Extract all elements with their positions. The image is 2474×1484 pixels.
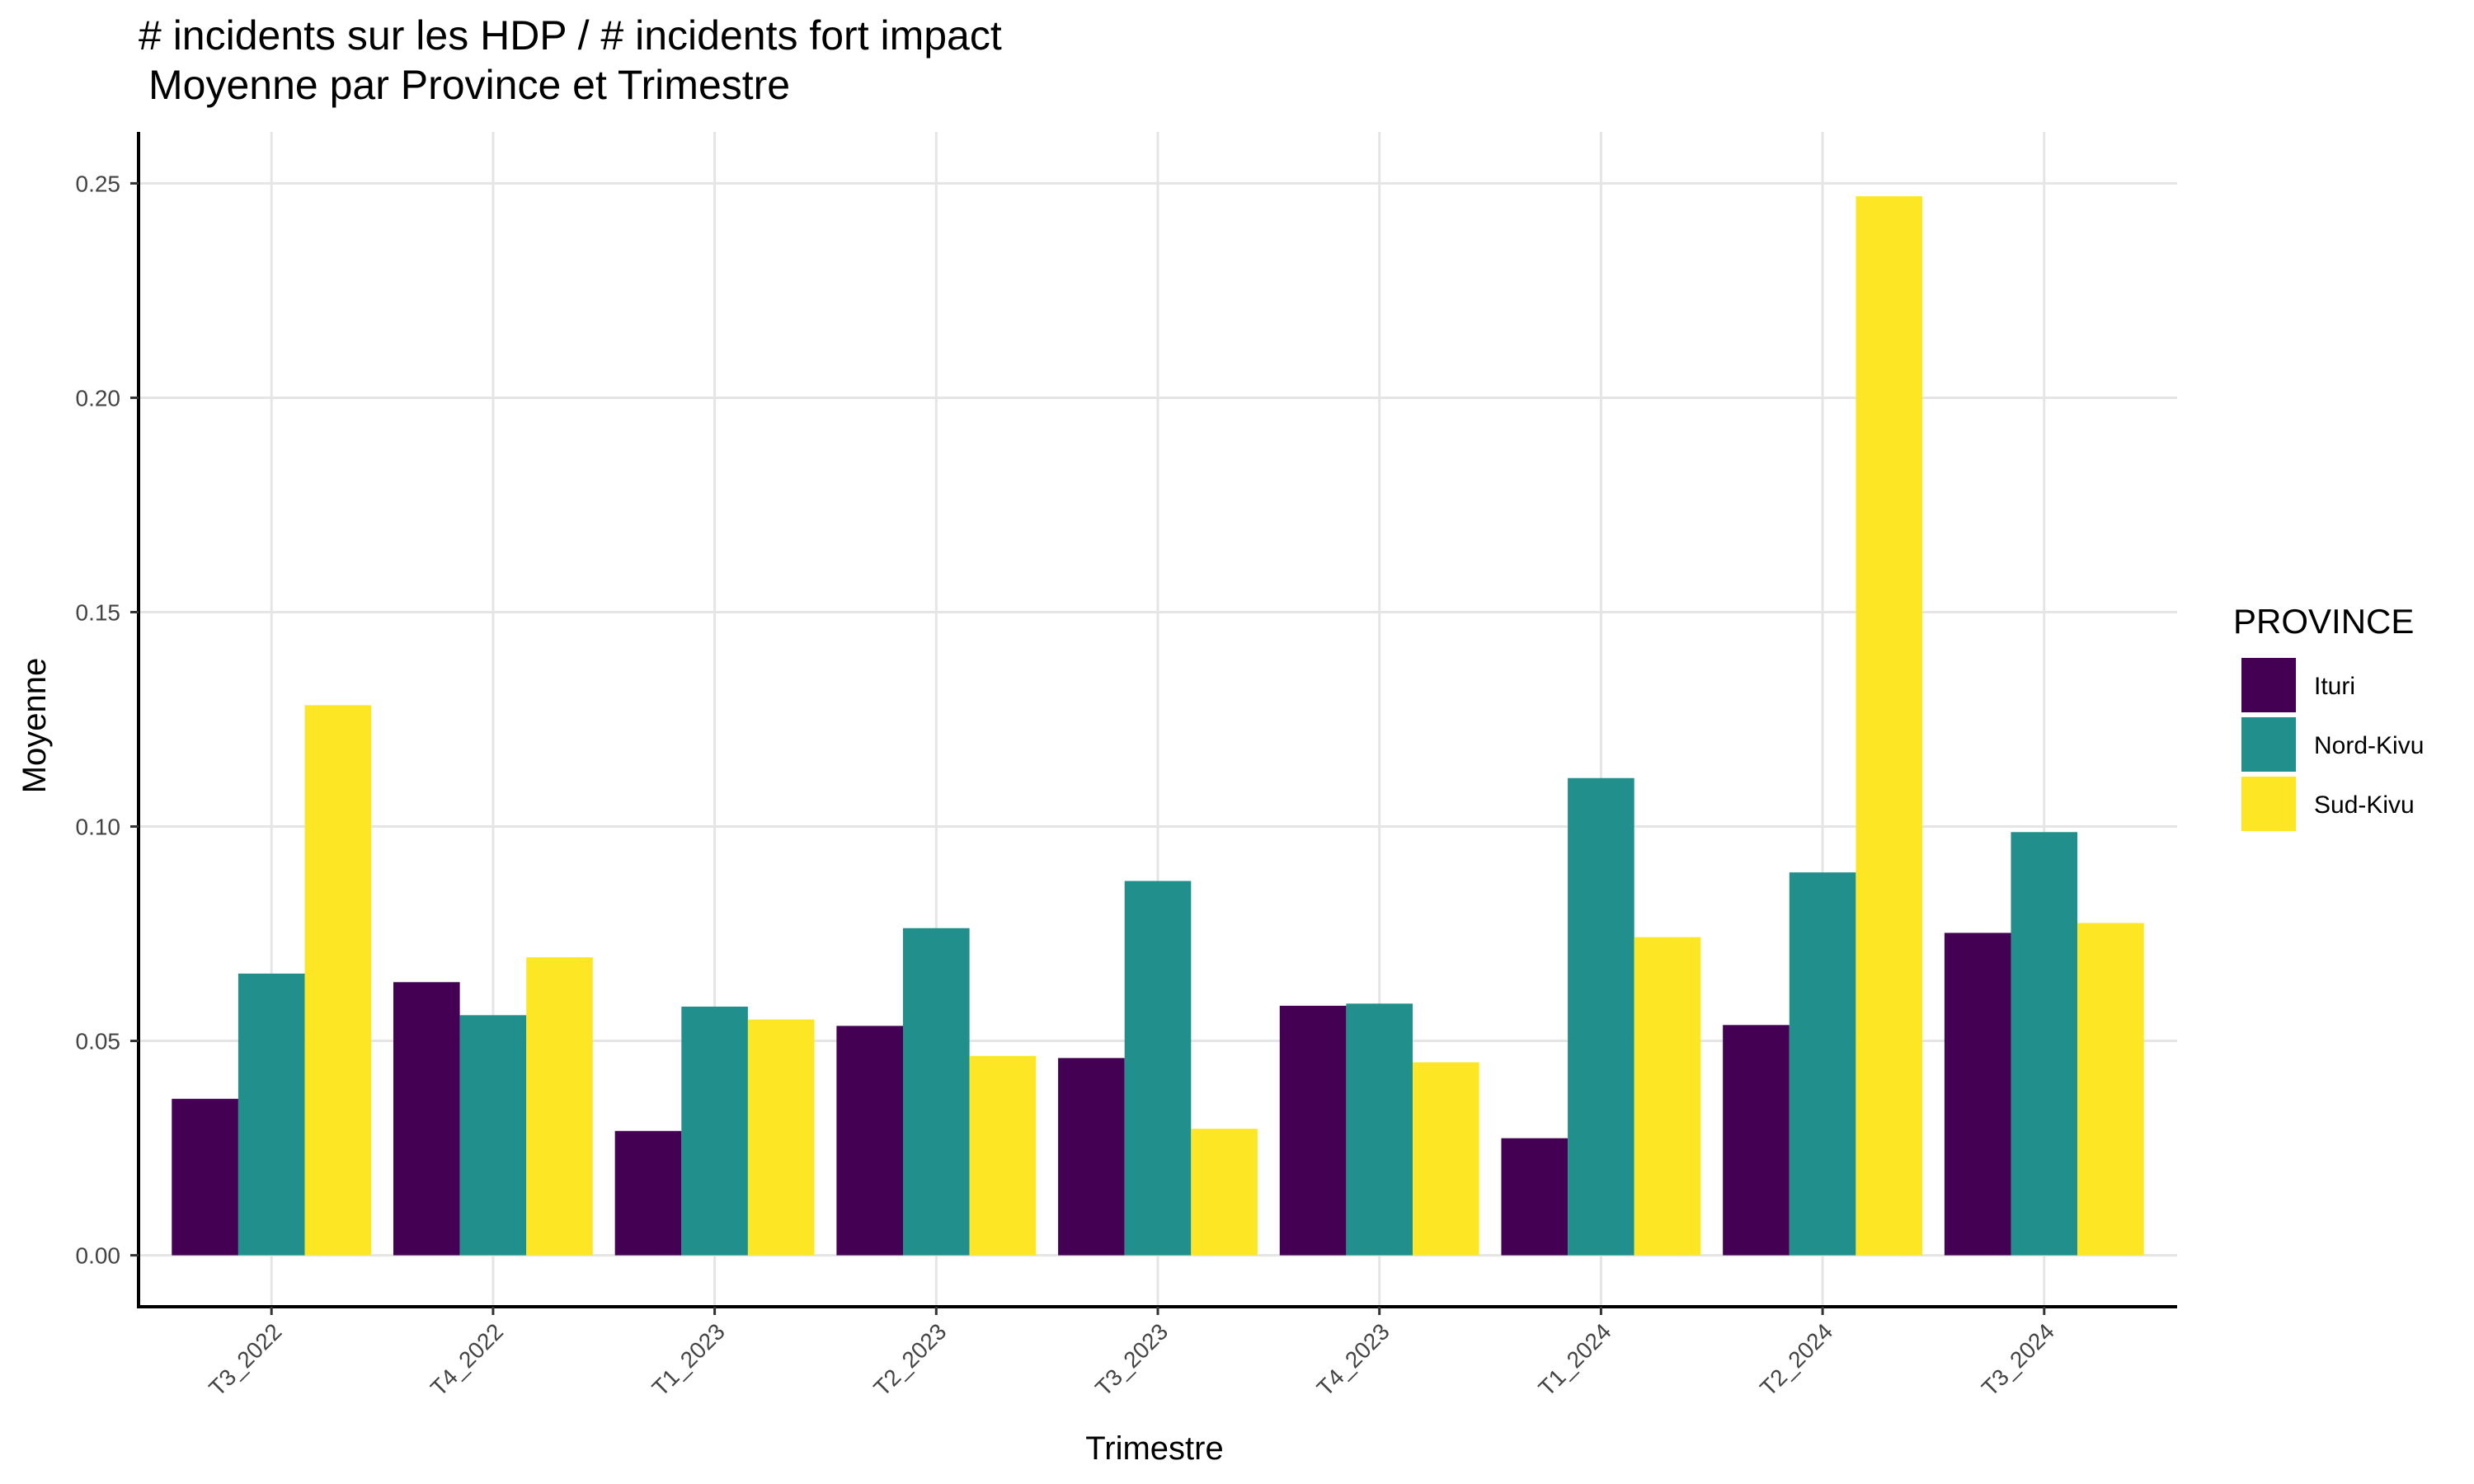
x-tick-label-7: T2_2024: [1755, 1318, 1837, 1401]
x-tick-label-2: T1_2023: [647, 1318, 730, 1401]
legend-swatch-sud-kivu: [2241, 777, 2296, 831]
bar-ituri-t3_2023: [1058, 1058, 1125, 1256]
bar-nord-kivu-t3_2023: [1124, 881, 1192, 1256]
legend-label-sud-kivu: Sud-Kivu: [2314, 791, 2415, 819]
bar-nord-kivu-t3_2022: [238, 973, 305, 1256]
bar-ituri-t4_2022: [393, 982, 460, 1256]
bar-ituri-t1_2023: [614, 1130, 682, 1256]
bar-nord-kivu-t2_2024: [1789, 872, 1856, 1256]
x-tick-labels: T3_2022 T4_2022 T1_2023 T2_2023 T3_2023 T4_20…: [204, 1318, 2059, 1401]
bars: [172, 196, 2144, 1256]
x-tick-label-6: T1_2024: [1534, 1318, 1616, 1401]
x-tick-label-0: T3_2022: [204, 1318, 286, 1401]
bar-ituri-t4_2023: [1279, 1005, 1347, 1256]
legend-swatch-nord-kivu: [2241, 717, 2296, 772]
bar-sud-kivu-t4_2022: [526, 957, 593, 1256]
y-axis-title: Moyenne: [16, 658, 53, 794]
x-axis-title: Trimestre: [1085, 1430, 1223, 1467]
legend-swatch-ituri: [2241, 658, 2296, 712]
legend-title: PROVINCE: [2233, 602, 2414, 641]
bar-sud-kivu-t3_2024: [2077, 923, 2144, 1256]
y-tick-label-3: 0.15: [76, 599, 121, 625]
bar-sud-kivu-t4_2023: [1413, 1062, 1479, 1256]
y-tick-label-5: 0.25: [76, 171, 121, 196]
chart-title-line1: # incidents sur les HDP / # incidents fo…: [139, 12, 1002, 59]
bar-nord-kivu-t1_2023: [681, 1006, 748, 1256]
axes: [130, 132, 2177, 1315]
bar-ituri-t2_2024: [1723, 1025, 1790, 1256]
x-tick-label-8: T3_2024: [1977, 1318, 2059, 1401]
x-tick-label-5: T4_2023: [1312, 1318, 1395, 1401]
bar-ituri-t1_2024: [1501, 1138, 1569, 1256]
bar-ituri-t2_2023: [836, 1026, 903, 1256]
bar-ituri-t3_2022: [172, 1098, 238, 1256]
x-tick-label-1: T4_2022: [426, 1318, 508, 1401]
legend-label-nord-kivu: Nord-Kivu: [2314, 732, 2424, 759]
chart-title-line2: Moyenne par Province et Trimestre: [148, 62, 790, 108]
y-tick-label-4: 0.20: [76, 385, 121, 411]
y-tick-labels: 0.00 0.05 0.10 0.15 0.20 0.25: [76, 171, 121, 1268]
bar-ituri-t3_2024: [1944, 932, 2011, 1256]
bar-sud-kivu-t3_2022: [304, 705, 372, 1256]
x-tick-label-3: T2_2023: [868, 1318, 951, 1401]
y-tick-label-0: 0.00: [76, 1243, 121, 1269]
bar-nord-kivu-t4_2023: [1346, 1003, 1413, 1256]
bar-nord-kivu-t4_2022: [459, 1015, 527, 1256]
bar-sud-kivu-t1_2024: [1634, 937, 1701, 1256]
y-tick-label-2: 0.10: [76, 815, 121, 840]
legend-label-ituri: Ituri: [2314, 673, 2355, 700]
bar-sud-kivu-t2_2024: [1856, 196, 1922, 1256]
legend: PROVINCE Ituri Nord-Kivu Sud-Kivu: [2233, 602, 2424, 831]
bar-nord-kivu-t1_2024: [1568, 777, 1634, 1256]
bar-sud-kivu-t2_2023: [969, 1055, 1037, 1256]
bar-sud-kivu-t1_2023: [747, 1019, 815, 1256]
x-tick-label-4: T3_2023: [1090, 1318, 1173, 1401]
bar-sud-kivu-t3_2023: [1191, 1129, 1258, 1256]
bar-nord-kivu-t3_2024: [2011, 832, 2078, 1256]
y-tick-label-1: 0.05: [76, 1029, 121, 1054]
bar-nord-kivu-t2_2023: [903, 928, 970, 1256]
